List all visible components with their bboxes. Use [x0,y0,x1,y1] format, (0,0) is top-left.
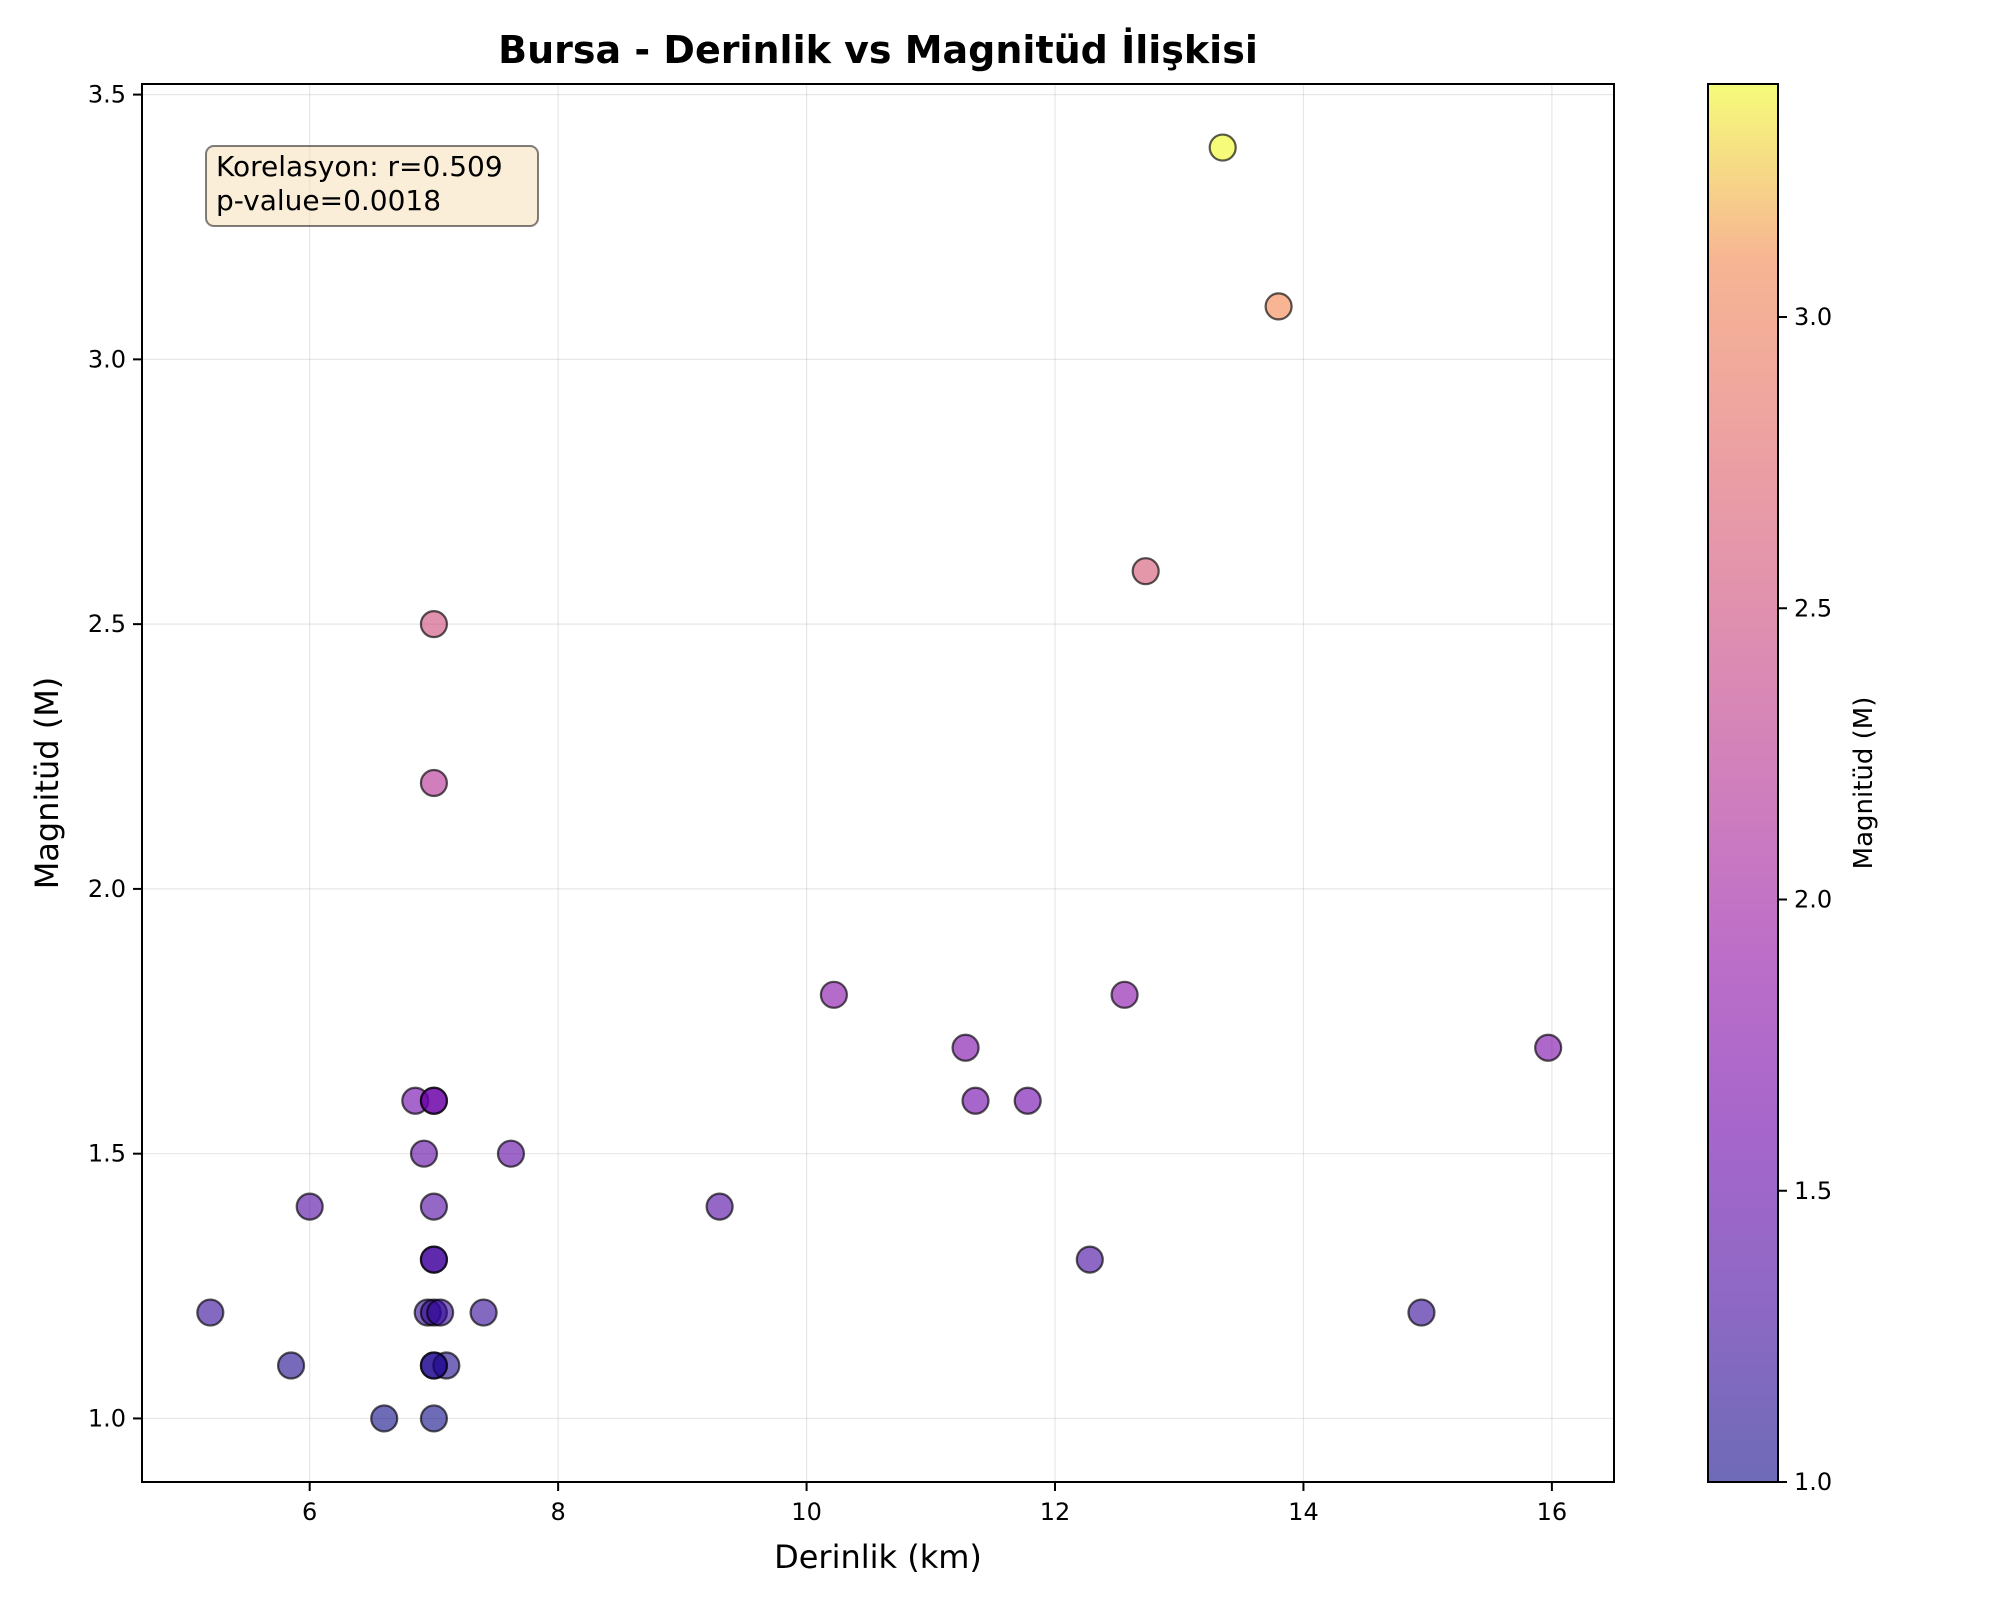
data-point [419,768,449,798]
data-point [370,1404,399,1433]
colorbar-gradient [1708,84,1778,1482]
y-tick-label: 1.0 [88,1404,126,1432]
data-point [409,1139,439,1168]
x-tick-label: 6 [302,1498,317,1526]
annotation-line-1: Korelasyon: r=0.509 [216,150,503,183]
plot-area-frame [141,83,1615,1483]
x-tick-label: 16 [1537,1498,1568,1526]
x-axis-label: Derinlik (km) [774,1538,982,1576]
annotation-line-2: p-value=0.0018 [216,184,441,217]
annotation-box [205,145,539,227]
plot-points [196,133,1563,1433]
y-tick-label: 2.0 [88,875,126,903]
chart-title: Bursa - Derinlik vs Magnitüd İlişkisi [498,28,1258,72]
data-point [1534,1033,1563,1062]
colorbar-tick-label: 3.0 [1794,303,1832,331]
data-point [295,1192,324,1221]
data-point [276,1351,306,1380]
data-point [819,980,849,1009]
data-point [1075,1245,1104,1274]
x-tick-label: 8 [550,1498,565,1526]
data-point [419,1192,449,1221]
colorbar-frame [1707,83,1779,1483]
data-point [419,1351,449,1380]
y-tick-label: 3.0 [88,345,126,373]
colorbar: 1.0 1.5 2.0 2.5 3.0 Magnitüd (M) [1707,83,1879,1496]
y-axis: 1.0 1.5 2.0 2.5 3.0 3.5 [88,81,142,1432]
data-point [1208,133,1237,162]
colorbar-label: Magnitüd (M) [1849,697,1879,870]
grid [142,84,1614,1482]
data-point [419,1245,449,1274]
data-point [419,1086,449,1115]
x-tick-label: 12 [1040,1498,1071,1526]
y-tick-label: 1.5 [88,1140,126,1168]
data-point [419,1404,449,1433]
data-point [961,1086,990,1115]
data-point [419,610,449,639]
correlation-annotation: Korelasyon: r=0.509 p-value=0.0018 [205,145,539,227]
colorbar-ticks: 1.0 1.5 2.0 2.5 3.0 [1778,303,1832,1496]
data-point [426,1298,455,1327]
data-point [705,1192,734,1221]
colorbar-tick-label: 1.5 [1794,1177,1832,1205]
data-point [1407,1298,1436,1327]
colorbar-tick-label: 1.0 [1794,1468,1832,1496]
x-axis: 6 8 10 12 14 16 [302,1482,1567,1526]
colorbar-tick-label: 2.5 [1794,594,1832,622]
x-tick-label: 10 [791,1498,822,1526]
data-point [496,1139,526,1168]
y-axis-label: Magnitüd (M) [28,677,66,890]
data-point [1110,980,1139,1009]
y-tick-label: 2.5 [88,610,126,638]
data-point [1013,1086,1042,1115]
y-tick-label: 3.5 [88,81,126,109]
data-point [1264,292,1293,321]
data-point [1131,557,1160,586]
data-point [196,1298,225,1327]
colorbar-tick-label: 2.0 [1794,886,1832,914]
x-tick-label: 14 [1288,1498,1319,1526]
data-point [951,1033,980,1062]
data-point [469,1298,498,1327]
